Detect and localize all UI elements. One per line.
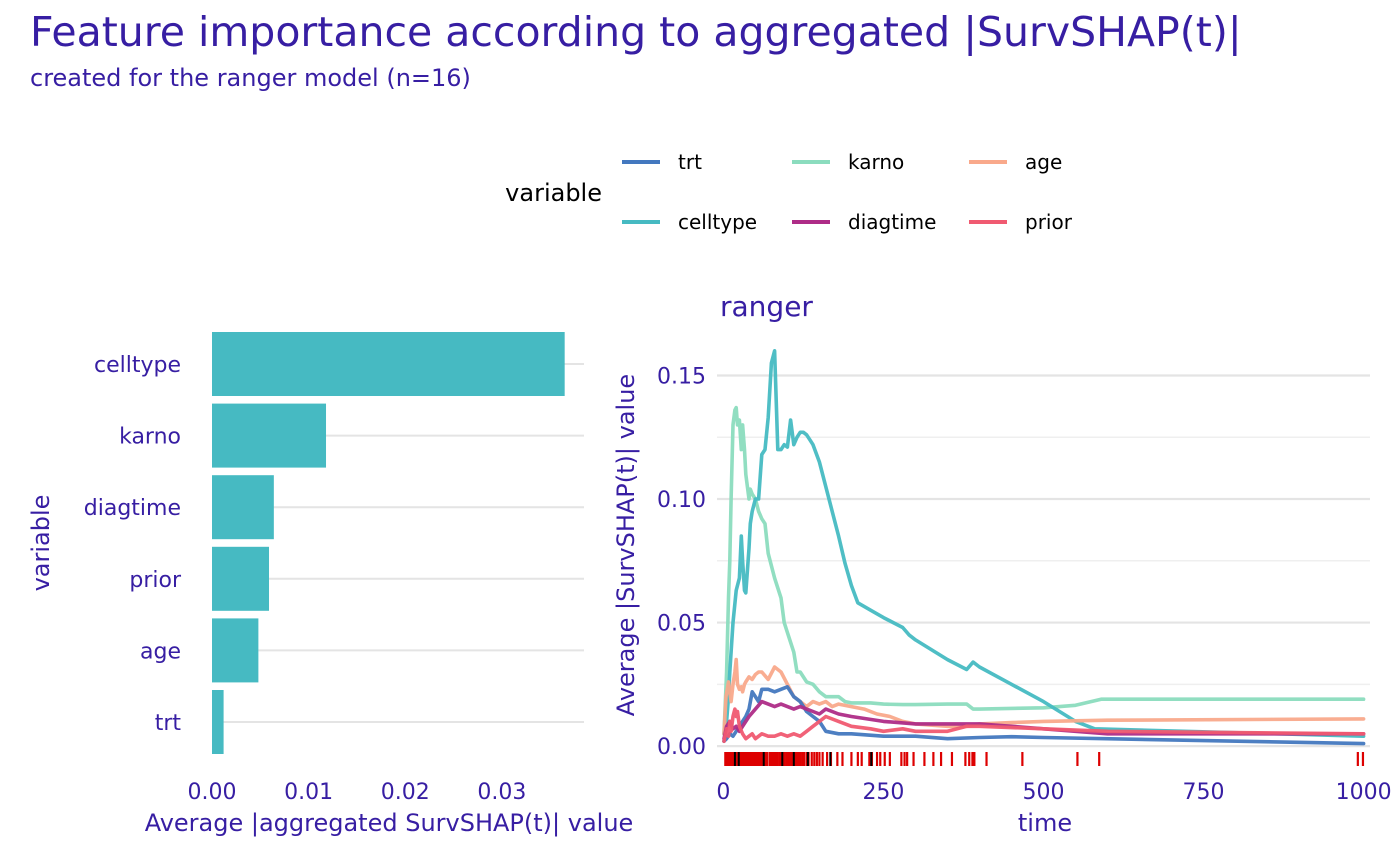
bar-category-label: trt	[155, 711, 182, 736]
line-xtick-label: 750	[1183, 780, 1225, 805]
bar-ylabel: variable	[27, 495, 55, 592]
legend-label-trt: trt	[678, 150, 702, 174]
bar-diagtime	[212, 475, 274, 540]
bar-xtick-label: 0.01	[284, 780, 333, 805]
legend: variable trt karno age celltype diagtime prio…	[505, 150, 1073, 234]
series-line-karno	[722, 405, 1366, 736]
line-ytick-label: 0.00	[657, 735, 706, 760]
bar-panel: celltype karno diagtime prior age trt 0.00 0.0…	[27, 332, 633, 837]
bar-xtick-label: 0.00	[188, 780, 237, 805]
line-ytick-label: 0.15	[657, 364, 706, 389]
series-line-celltype	[722, 348, 1366, 739]
bar-xlabel: Average |aggregated SurvSHAP(t)| value	[145, 809, 634, 837]
chart-title: Feature importance according to aggregat…	[30, 8, 1242, 56]
line-xtick-label: 0	[716, 780, 730, 805]
bar-prior	[212, 546, 270, 611]
bar-category-label: age	[140, 639, 181, 664]
legend-label-karno: karno	[848, 150, 904, 174]
bar-celltype	[212, 332, 565, 396]
bar-xtick-label: 0.02	[381, 780, 430, 805]
series-line-diagtime	[722, 699, 1366, 741]
line-xtick-label: 500	[1023, 780, 1065, 805]
line-xlabel: time	[1018, 809, 1072, 837]
legend-label-diagtime: diagtime	[848, 210, 936, 234]
legend-label-celltype: celltype	[678, 210, 757, 234]
line-ytick-label: 0.10	[657, 488, 706, 513]
bar-trt	[212, 690, 224, 754]
legend-label-prior: prior	[1025, 210, 1073, 234]
legend-title: variable	[505, 179, 602, 207]
legend-label-age: age	[1025, 150, 1062, 174]
bar-category-label: celltype	[94, 353, 181, 378]
line-panel: ranger 0.00 0.05 0.10 0.15 0 250 500 750 1000 t…	[612, 290, 1392, 837]
bar-age	[212, 618, 259, 683]
bar-category-label: diagtime	[84, 496, 181, 521]
line-xtick-label: 250	[862, 780, 904, 805]
bar-karno	[212, 403, 327, 468]
line-ylabel: Average |SurvSHAP(t)| value	[612, 374, 640, 716]
bar-category-label: karno	[119, 425, 181, 450]
line-xtick-label: 1000	[1336, 780, 1392, 805]
chart-subtitle: created for the ranger model (n=16)	[30, 64, 471, 92]
bar-xtick-label: 0.03	[477, 780, 526, 805]
bar-category-label: prior	[129, 568, 182, 593]
series-line-prior	[722, 707, 1366, 744]
line-ytick-label: 0.05	[657, 612, 706, 637]
line-panel-title: ranger	[720, 290, 813, 323]
